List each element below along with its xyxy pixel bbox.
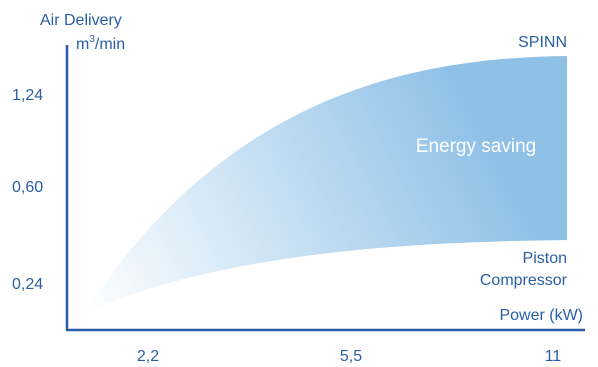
y-axis-title: Air Delivery bbox=[40, 12, 122, 29]
series-label-piston: Piston bbox=[523, 250, 567, 267]
x-axis-title: Power (kW) bbox=[499, 307, 583, 324]
y-tick-label: 0,60 bbox=[12, 179, 43, 196]
series-label-spinn: SPINN bbox=[518, 34, 567, 51]
x-tick-label: 2,2 bbox=[137, 348, 159, 365]
y-tick-label: 0,24 bbox=[12, 276, 43, 293]
x-tick-label: 5,5 bbox=[340, 348, 362, 365]
y-axis-unit-rest: /min bbox=[95, 36, 125, 53]
y-tick-label: 1,24 bbox=[12, 87, 43, 104]
energy-saving-band bbox=[85, 56, 567, 312]
y-axis-unit-sup: 3 bbox=[89, 34, 95, 45]
energy-saving-label: Energy saving bbox=[416, 136, 536, 157]
x-tick-label: 11 bbox=[545, 348, 562, 365]
series-label-compressor: Compressor bbox=[480, 272, 568, 289]
y-axis-unit: m3/min bbox=[76, 34, 125, 53]
y-axis-unit-m: m bbox=[76, 36, 89, 53]
